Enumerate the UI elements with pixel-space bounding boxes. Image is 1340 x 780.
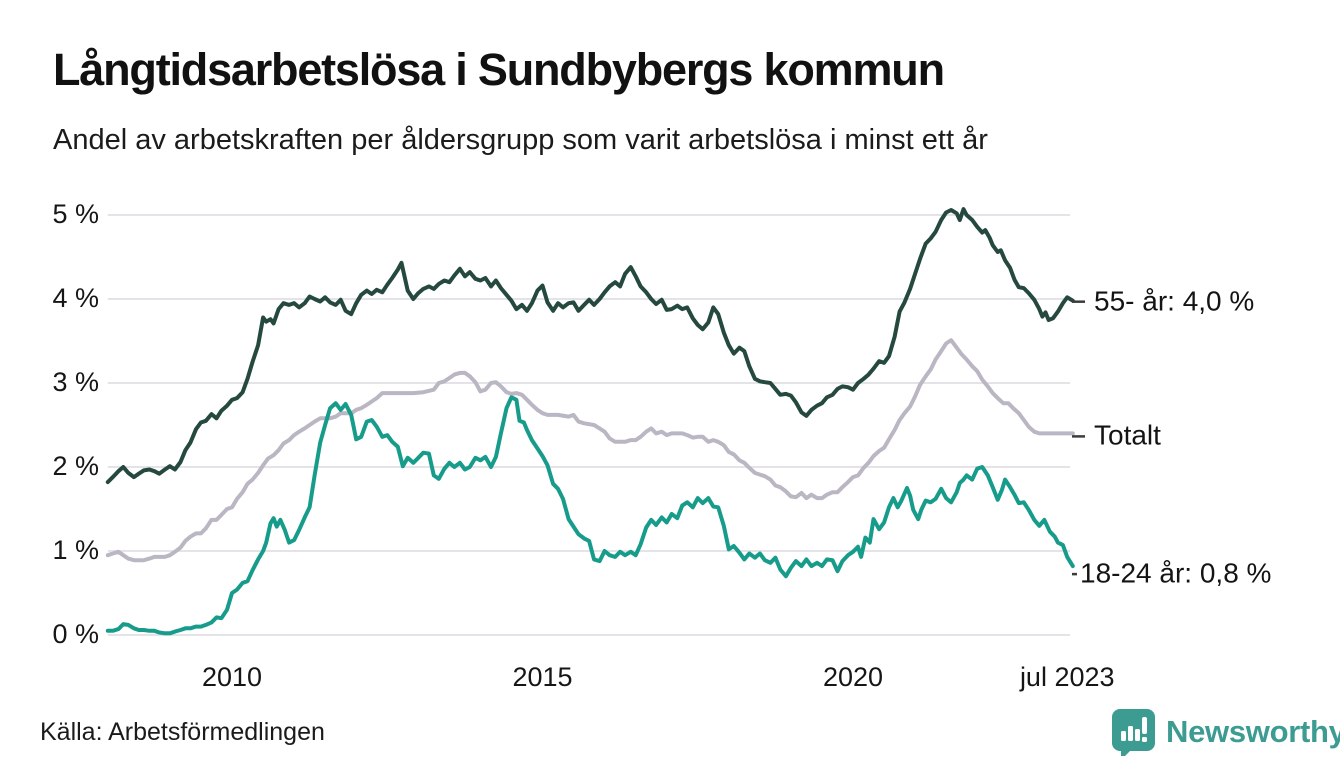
- x-axis-tick-label: 2010: [201, 662, 263, 692]
- series-line-55-r: [105, 207, 1075, 485]
- y-axis-tick-label: 3 %: [52, 366, 99, 397]
- x-axis-tick-label: 2020: [822, 662, 884, 692]
- series-line-totalt: [105, 338, 1075, 563]
- series-end-label-55-r: 55- år: 4,0 %: [1094, 285, 1255, 317]
- page-title: Långtidsarbetslösa i Sundbybergs kommun: [53, 44, 945, 95]
- y-axis-tick-label: 1 %: [52, 534, 99, 565]
- series-end-label-18-24-r: 18-24 år: 0,8 %: [1080, 557, 1272, 589]
- page-subtitle: Andel av arbetskraften per åldersgrupp s…: [53, 124, 988, 156]
- x-axis-tick-label: 2015: [512, 662, 573, 692]
- series-end-label-totalt: Totalt: [1094, 419, 1161, 451]
- x-axis-tick-label: jul 2023: [1019, 662, 1115, 692]
- y-axis-tick-label: 2 %: [52, 450, 99, 481]
- y-axis-tick-label: 0 %: [52, 618, 99, 649]
- brand-name: Newsworthy: [1166, 713, 1340, 749]
- newsworthy-icon: [1110, 707, 1157, 756]
- brand-logo: Newsworthy: [1110, 707, 1340, 756]
- y-axis-tick-label: 5 %: [52, 198, 99, 229]
- source-note: Källa: Arbetsförmedlingen: [40, 718, 325, 746]
- series-line-18-24-r: [105, 395, 1075, 636]
- y-axis-tick-label: 4 %: [52, 282, 99, 313]
